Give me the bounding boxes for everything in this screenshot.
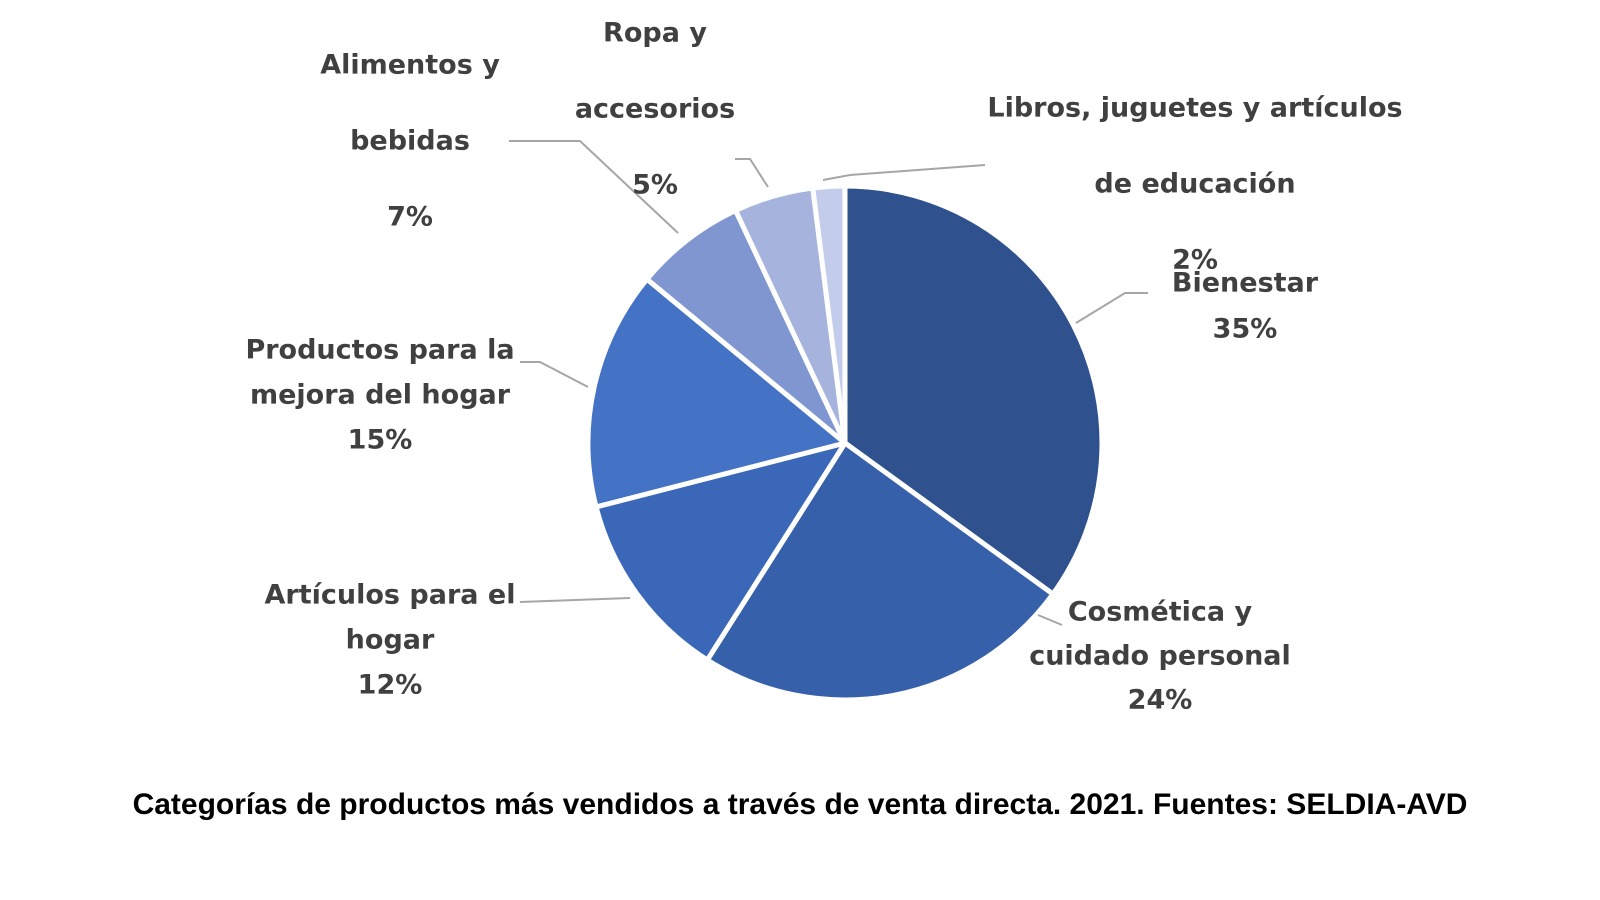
leader-line-1 [1075,292,1148,324]
leader-line-5 [509,140,679,234]
slice-value-label: 5% [632,170,678,201]
slice-category-label: hogar [346,625,435,656]
slice-category-label: cuidado personal [1029,641,1291,672]
slice-category-label: de educación [1094,169,1295,200]
leader-line-2 [1037,614,1063,626]
pie-slices [585,183,1105,703]
pie-slice-7 [810,183,848,446]
slice-value-label: 2% [1172,245,1218,276]
leader-line-4 [520,361,589,388]
slice-category-label: Libros, juguetes y artículos [987,93,1402,124]
slice-label-4: Productos para la mejora del hogar 15% [245,335,514,456]
slice-category-label: Artículos para el [265,580,516,611]
leader-line-3 [519,597,631,603]
slice-category-label: Productos para la [245,335,514,366]
pie-slice-3 [593,440,848,663]
slice-value-label: 7% [387,202,433,233]
slice-label-5: Alimentos y bebidas 7% [320,50,500,233]
slice-category-label: accesorios [575,94,735,125]
slice-value-label: 12% [358,670,423,701]
pie-slice-4 [585,276,848,510]
slice-label-1: Bienestar 35% [1172,268,1319,345]
slice-category-label: Bienestar [1172,268,1319,299]
pie-slice-1 [842,183,1105,597]
pie-slice-2 [704,440,1056,703]
slice-category-label: Cosmética y [1068,597,1253,628]
slice-label-2: Cosmética y cuidado personal 24% [1029,597,1291,716]
slice-value-label: 35% [1213,314,1278,345]
slice-category-label: bebidas [350,126,470,157]
leader-line-6 [735,158,769,188]
leader-line-7 [822,164,986,181]
slice-category-label: Alimentos y [320,50,500,81]
slice-category-label: Ropa y [603,18,707,49]
slice-label-6: Ropa y accesorios 5% [575,18,735,201]
chart-caption: Categorías de productos más vendidos a t… [132,788,1468,821]
slice-labels: Bienestar 35% Cosmética y cuidado personal 2… [245,18,1402,716]
slice-category-label: mejora del hogar [250,380,511,411]
slice-value-label: 24% [1128,685,1193,716]
slice-label-7: Libros, juguetes y artículos de educación… [987,93,1402,276]
slice-value-label: 15% [348,425,413,456]
slice-label-3: Artículos para el hogar 12% [265,580,516,701]
leader-lines [509,140,1148,626]
